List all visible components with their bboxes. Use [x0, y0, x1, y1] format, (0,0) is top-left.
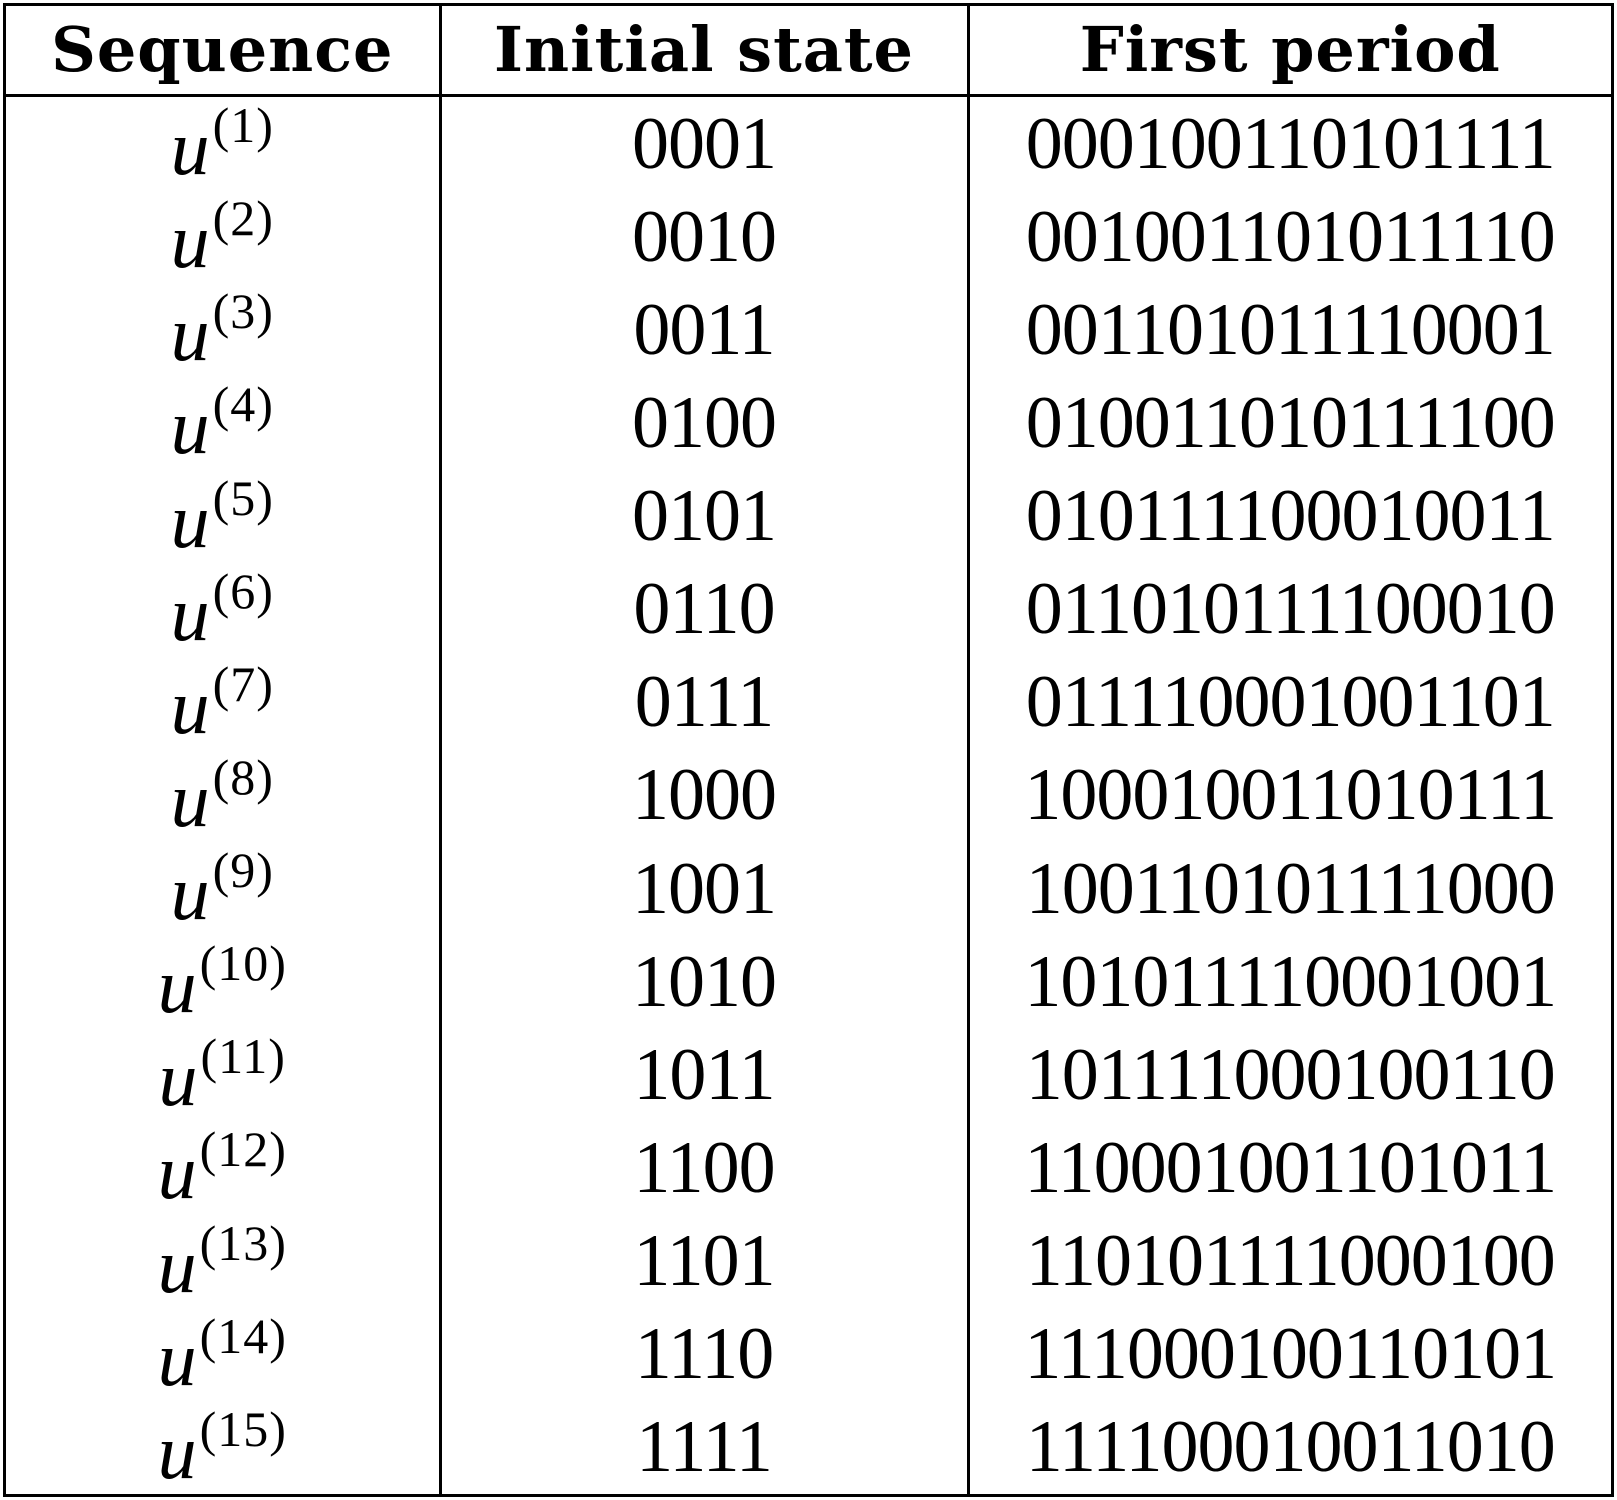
table-row: u(12) 1100 110001001101011: [6, 1121, 1611, 1215]
sequence-cell: u(11): [6, 1028, 440, 1121]
initial-state-cell: 0110: [438, 562, 968, 656]
sequence-variable: u: [158, 1035, 198, 1122]
sequence-cell: u(1): [6, 96, 440, 191]
initial-state-cell: 1110: [438, 1307, 968, 1401]
sequence-index: (4): [212, 376, 274, 433]
sequence-index: (3): [212, 283, 274, 340]
table-row: u(1) 0001 000100110101111: [6, 95, 1611, 191]
sequence-cell: u(2): [6, 190, 440, 283]
initial-state-cell: 1100: [438, 1121, 968, 1215]
sequence-cell: u(10): [6, 935, 440, 1028]
sequence-cell: u(7): [6, 656, 440, 749]
sequence-variable: u: [170, 290, 210, 377]
header-first-period: First period: [966, 6, 1611, 97]
sequence-index: (8): [212, 748, 274, 805]
first-period-cell: 011110001001101: [966, 655, 1611, 749]
first-period-cell: 111000100110101: [966, 1307, 1611, 1401]
sequence-cell: u(6): [6, 563, 440, 656]
table-row: u(10) 1010 101011110001001: [6, 935, 1611, 1029]
table-row: u(11) 1011 101111000100110: [6, 1028, 1611, 1122]
sequence-cell: u(15): [6, 1401, 440, 1494]
sequence-table-grid: Sequence Initial state First period u(1)…: [6, 6, 1611, 1494]
initial-state-cell: 1001: [438, 842, 968, 936]
sequence-index: (1): [212, 97, 274, 154]
sequence-variable: u: [170, 755, 210, 842]
first-period-cell: 100010011010111: [966, 748, 1611, 842]
sequence-index: (13): [199, 1214, 287, 1271]
sequence-variable: u: [157, 1128, 197, 1215]
sequence-table: Sequence Initial state First period u(1)…: [3, 3, 1614, 1497]
sequence-variable: u: [170, 104, 210, 191]
first-period-cell: 010011010111100: [966, 376, 1611, 470]
initial-state-cell: 1011: [438, 1028, 968, 1122]
first-period-cell: 111100010011010: [966, 1400, 1611, 1494]
sequence-variable: u: [170, 662, 210, 749]
header-sequence: Sequence: [6, 6, 440, 97]
sequence-index: (11): [200, 1028, 286, 1085]
sequence-variable: u: [170, 569, 210, 656]
initial-state-cell: 0101: [438, 469, 968, 563]
table-row: u(3) 0011 001101011110001: [6, 283, 1611, 377]
table-header: Sequence Initial state First period: [6, 6, 1611, 97]
sequence-cell: u(14): [6, 1308, 440, 1401]
initial-state-cell: 1101: [438, 1214, 968, 1308]
sequence-index: (2): [212, 190, 274, 247]
sequence-index: (6): [212, 562, 274, 619]
table-body: u(1) 0001 000100110101111 u(2) 0010 001001101…: [6, 95, 1611, 1494]
sequence-index: (10): [199, 935, 287, 992]
initial-state-cell: 0001: [438, 95, 968, 191]
sequence-index: (14): [199, 1307, 287, 1364]
initial-state-cell: 1010: [438, 935, 968, 1029]
sequence-variable: u: [157, 1221, 197, 1308]
sequence-variable: u: [157, 1314, 197, 1401]
first-period-cell: 001101011110001: [966, 283, 1611, 377]
sequence-index: (7): [212, 655, 274, 712]
first-period-cell: 101011110001001: [966, 935, 1611, 1029]
initial-state-cell: 0011: [438, 283, 968, 377]
sequence-cell: u(4): [6, 376, 440, 469]
table-row: u(6) 0110 011010111100010: [6, 562, 1611, 656]
initial-state-cell: 0010: [438, 190, 968, 284]
header-row: Sequence Initial state First period: [6, 6, 1611, 97]
table-row: u(15) 1111 111100010011010: [6, 1400, 1611, 1494]
table-row: u(2) 0010 001001101011110: [6, 190, 1611, 284]
table-row: u(7) 0111 011110001001101: [6, 655, 1611, 749]
first-period-cell: 010111100010011: [966, 469, 1611, 563]
header-initial-state: Initial state: [438, 6, 968, 97]
first-period-cell: 101111000100110: [966, 1028, 1611, 1122]
first-period-cell: 100110101111000: [966, 842, 1611, 936]
sequence-index: (5): [212, 469, 274, 526]
first-period-cell: 110101111000100: [966, 1214, 1611, 1308]
first-period-cell: 011010111100010: [966, 562, 1611, 656]
sequence-variable: u: [157, 1407, 197, 1494]
table-row: u(8) 1000 100010011010111: [6, 748, 1611, 842]
first-period-cell: 001001101011110: [966, 190, 1611, 284]
sequence-variable: u: [157, 942, 197, 1029]
table-row: u(5) 0101 010111100010011: [6, 469, 1611, 563]
sequence-cell: u(12): [6, 1121, 440, 1214]
sequence-variable: u: [170, 383, 210, 470]
table-row: u(4) 0100 010011010111100: [6, 376, 1611, 470]
table-row: u(9) 1001 100110101111000: [6, 842, 1611, 936]
sequence-cell: u(8): [6, 749, 440, 842]
sequence-cell: u(3): [6, 283, 440, 376]
sequence-variable: u: [170, 849, 210, 936]
initial-state-cell: 0100: [438, 376, 968, 470]
first-period-cell: 110001001101011: [966, 1121, 1611, 1215]
sequence-index: (9): [212, 842, 274, 899]
sequence-cell: u(13): [6, 1215, 440, 1308]
table-row: u(13) 1101 110101111000100: [6, 1214, 1611, 1308]
sequence-cell: u(9): [6, 842, 440, 935]
sequence-cell: u(5): [6, 470, 440, 563]
sequence-index: (12): [199, 1121, 287, 1178]
sequence-variable: u: [170, 197, 210, 284]
table-row: u(14) 1110 111000100110101: [6, 1307, 1611, 1401]
sequence-variable: u: [170, 476, 210, 563]
initial-state-cell: 1111: [438, 1400, 968, 1494]
first-period-cell: 000100110101111: [966, 95, 1611, 191]
initial-state-cell: 1000: [438, 748, 968, 842]
sequence-index: (15): [199, 1400, 287, 1457]
initial-state-cell: 0111: [438, 655, 968, 749]
